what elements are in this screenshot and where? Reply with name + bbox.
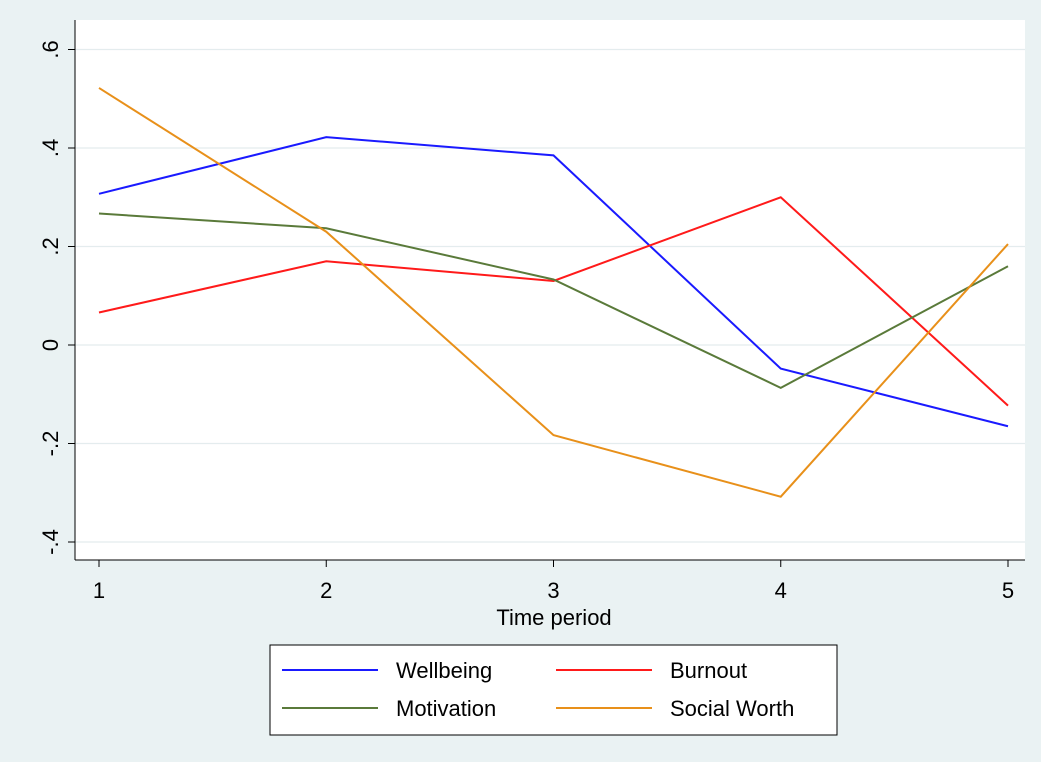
- series-line-wellbeing: [98, 136, 1009, 428]
- series-line-burnout: [98, 196, 1009, 407]
- y-tick-label: .6: [38, 40, 63, 58]
- series-line-social-worth: [98, 87, 1009, 498]
- legend-label-motivation: Motivation: [396, 696, 496, 721]
- y-tick-label: .2: [38, 237, 63, 255]
- x-tick-label: 5: [1002, 578, 1014, 603]
- plot-area: [75, 20, 1025, 560]
- legend-label-wellbeing: Wellbeing: [396, 658, 492, 683]
- axes: -.4 -.2 0 .2 .4 .6 1 2 3 4 5: [38, 20, 1025, 603]
- x-tick-label: 3: [547, 578, 559, 603]
- y-tick-label: .4: [38, 139, 63, 157]
- x-tick-label: 1: [93, 578, 105, 603]
- y-tick-label: 0: [38, 339, 63, 351]
- x-tick-label: 4: [775, 578, 787, 603]
- legend-label-social-worth: Social Worth: [670, 696, 794, 721]
- y-tick-label: -.2: [38, 431, 63, 457]
- x-axis-title: Time period: [496, 605, 611, 630]
- legend-label-burnout: Burnout: [670, 658, 747, 683]
- legend-box: [269, 644, 838, 736]
- series-line-motivation: [98, 212, 1009, 389]
- gridlines: [75, 48, 1025, 543]
- y-tick-label: -.4: [38, 529, 63, 555]
- series-lines: [98, 87, 1009, 498]
- x-tick-label: 2: [320, 578, 332, 603]
- legend: Wellbeing Burnout Motivation Social Worth: [269, 644, 838, 736]
